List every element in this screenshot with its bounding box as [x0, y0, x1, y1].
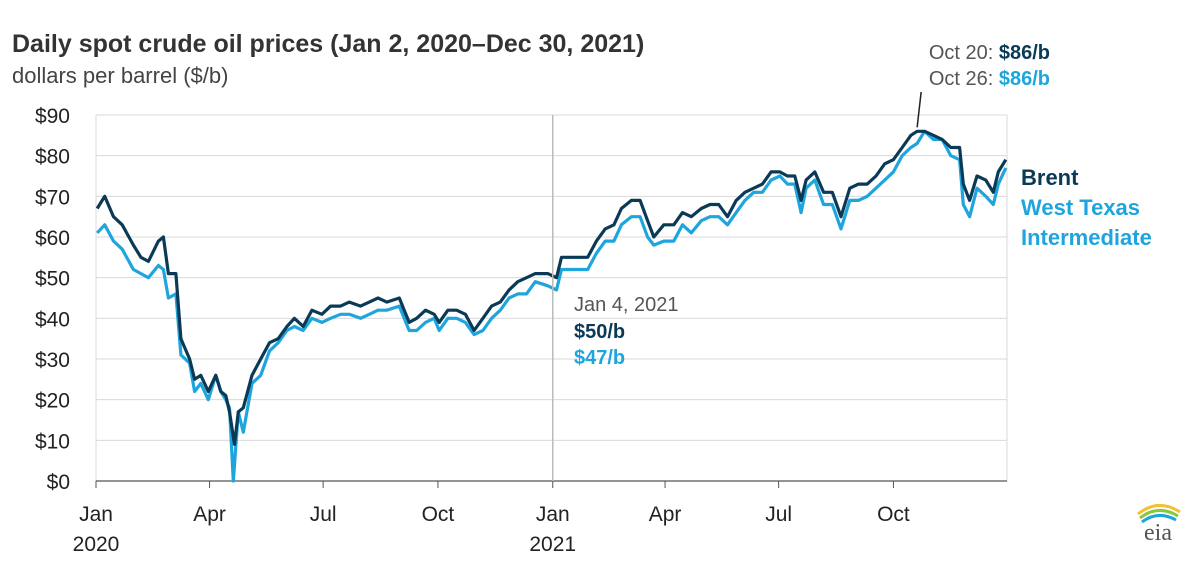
legend-brent: Brent	[1021, 165, 1079, 190]
jan-wti-value: $47/b	[574, 347, 625, 369]
x-tick-label: Oct	[422, 503, 455, 526]
jan-annotation-date: Jan 4, 2021	[574, 294, 679, 316]
x-tick-year-label: 2020	[73, 533, 120, 556]
jan-brent-value: $50/b	[574, 321, 625, 343]
y-tick-label: $50	[35, 268, 70, 291]
x-tick-label: Apr	[649, 503, 682, 526]
x-tick-year-label: 2021	[529, 533, 576, 556]
y-tick-label: $30	[35, 349, 70, 372]
chart-subtitle: dollars per barrel ($/b)	[12, 63, 229, 88]
peak-brent-date: Oct 20:	[929, 42, 999, 64]
annotations: Oct 20: $86/b Oct 26: $86/b Jan 4, 2021 …	[551, 42, 1050, 481]
y-tick-label: $40	[35, 308, 70, 331]
peak-brent-value: $86/b	[999, 42, 1050, 64]
y-tick-label: $60	[35, 227, 70, 250]
eia-logo: eia	[1128, 496, 1188, 546]
y-tick-label: $10	[35, 430, 70, 453]
x-tick-label: Jul	[310, 503, 337, 526]
x-tick-label: Oct	[877, 503, 910, 526]
y-tick-label: $80	[35, 146, 70, 169]
y-tick-label: $70	[35, 186, 70, 209]
peak-wti-date: Oct 26:	[929, 68, 999, 90]
x-tick-label: Jan	[536, 503, 570, 526]
y-tick-label: $0	[47, 471, 70, 494]
eia-logo-text: eia	[1144, 520, 1172, 546]
y-axis: $0 $10 $20 $30 $40 $50 $60 $70 $80 $90	[35, 105, 70, 494]
peak-brent-annotation: Oct 20: $86/b	[929, 42, 1050, 64]
x-tick-label: Jul	[765, 503, 792, 526]
legend: Brent West Texas Intermediate	[1021, 165, 1152, 250]
chart-title: Daily spot crude oil prices (Jan 2, 2020…	[12, 30, 645, 58]
gridlines	[95, 114, 1008, 482]
x-tick-label: Jan	[79, 503, 113, 526]
x-tick-label: Apr	[193, 503, 226, 526]
y-tick-label: $20	[35, 390, 70, 413]
series-line	[95, 129, 1008, 446]
x-axis: Jan 2020 Apr Jul Oct Jan 2021 Apr Jul Oct	[73, 481, 910, 556]
series-lines	[95, 129, 1008, 483]
y-tick-label: $90	[35, 105, 70, 128]
legend-wti-line1: West Texas	[1021, 195, 1140, 220]
peak-wti-annotation: Oct 26: $86/b	[929, 68, 1050, 90]
legend-wti-line2: Intermediate	[1021, 225, 1152, 250]
peak-marker-line	[916, 91, 922, 128]
eia-logo-icon: eia	[1137, 504, 1181, 546]
peak-wti-value: $86/b	[999, 68, 1050, 90]
